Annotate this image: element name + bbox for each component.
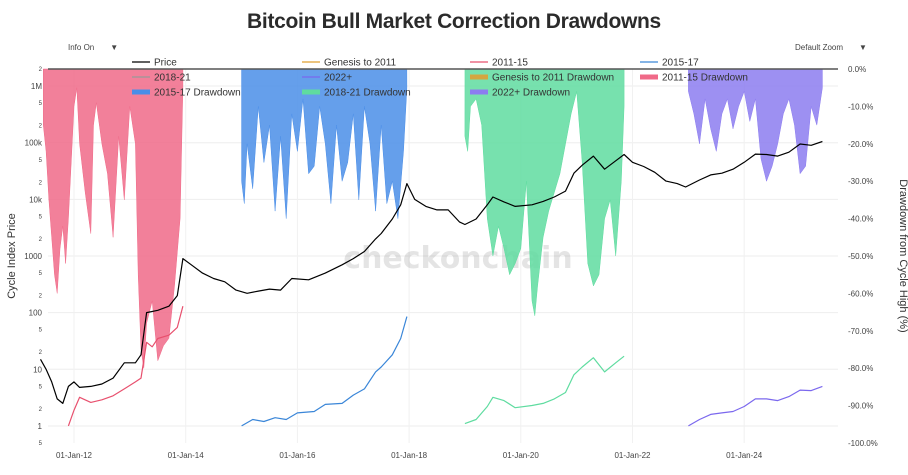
y2-tick-label: -10.0%: [848, 102, 873, 111]
y2-axis-ticks: 0.0% -10.0% -20.0% -30.0% -40.0% -50.0% -60.0%…: [848, 65, 878, 448]
y-minor-tick-label: 2: [39, 294, 43, 300]
legend-item-2018-21-drawdown[interactable]: 2018-21 Drawdown: [302, 88, 411, 99]
y-tick-label: 1000: [24, 252, 42, 261]
legend: Price Genesis to 2011 2011-15 2015-17 2018-2…: [132, 58, 748, 99]
legend-swatch: [302, 89, 320, 95]
y-tick-label: 1: [38, 422, 43, 431]
legend-item-genesis-to-2011-drawdown[interactable]: Genesis to 2011 Drawdown: [470, 73, 614, 84]
x-tick-label: 01-Jan-12: [56, 451, 93, 460]
y2-tick-label: -70.0%: [848, 327, 873, 336]
y2-tick-label: -20.0%: [848, 140, 873, 149]
dropdown-arrow-icon: ▼: [110, 43, 119, 52]
legend-label: 2015-17: [662, 58, 699, 69]
y2-tick-label: -80.0%: [848, 364, 873, 373]
x-tick-label: 01-Jan-16: [279, 451, 316, 460]
legend-label: Price: [154, 58, 177, 69]
x-tick-label: 01-Jan-24: [726, 451, 763, 460]
legend-item-price[interactable]: Price: [132, 58, 177, 69]
y-axis-ticks: 1M 100k 10k 1000 100 10 1 2 5 2 5 2 5 2 5 2 5 2 5 2 5: [24, 67, 43, 447]
price-lines: [39, 140, 823, 427]
drawdown-areas: [43, 68, 823, 369]
x-axis-ticks: 01-Jan-12 01-Jan-14 01-Jan-16 01-Jan-18 01-J…: [56, 451, 763, 460]
legend-label: Genesis to 2011 Drawdown: [492, 73, 614, 84]
drawdown-area-2018-21-drawdown: [464, 68, 625, 316]
series-line-2011-15: [67, 306, 184, 427]
y-tick-label: 1M: [31, 82, 42, 91]
y-minor-tick-label: 5: [39, 214, 43, 220]
y-minor-tick-label: 2: [39, 407, 43, 413]
zoom-menu-label: Default Zoom: [795, 43, 844, 52]
legend-label: 2022+: [324, 73, 352, 84]
y-minor-tick-label: 5: [39, 328, 43, 334]
legend-item-2022-drawdown[interactable]: 2022+ Drawdown: [470, 88, 570, 99]
series-line-2022-: [688, 385, 823, 427]
legend-label: 2011-15 Drawdown: [662, 73, 748, 84]
legend-label: 2018-21: [154, 73, 191, 84]
y-minor-tick-label: 5: [39, 271, 43, 277]
legend-item-2022-[interactable]: 2022+: [302, 73, 352, 84]
y-minor-tick-label: 2: [39, 350, 43, 356]
legend-swatch: [640, 74, 658, 80]
legend-item-2018-21[interactable]: 2018-21: [132, 73, 191, 84]
legend-label: 2022+ Drawdown: [492, 88, 570, 99]
y-minor-tick-label: 5: [39, 384, 43, 390]
y-minor-tick-label: 5: [39, 441, 43, 447]
legend-item-2015-17[interactable]: 2015-17: [640, 58, 699, 69]
x-tick-label: 01-Jan-22: [614, 451, 651, 460]
y2-axis-label: Drawdown from Cycle High (%): [897, 179, 908, 332]
x-tick-label: 01-Jan-14: [168, 451, 205, 460]
legend-label: 2018-21 Drawdown: [324, 88, 411, 99]
y-tick-label: 10k: [29, 195, 43, 204]
drawdown-area-2022-drawdown: [688, 68, 823, 183]
y-minor-tick-label: 2: [39, 237, 43, 243]
info-menu-dropdown[interactable]: Info On ▼: [68, 43, 118, 52]
y-axis-label: Cycle Index Price: [6, 213, 18, 299]
y2-tick-label: -60.0%: [848, 289, 873, 298]
y-minor-tick-label: 2: [39, 67, 43, 73]
legend-label: 2015-17 Drawdown: [154, 88, 241, 99]
dropdown-arrow-icon: ▼: [859, 43, 867, 52]
y-minor-tick-label: 5: [39, 158, 43, 164]
zoom-menu-dropdown[interactable]: Default Zoom ▼: [795, 43, 867, 52]
drawdown-area-2011-15-drawdown: [43, 68, 184, 369]
y-tick-label: 10: [33, 365, 42, 374]
chart-title: Bitcoin Bull Market Correction Drawdowns: [247, 10, 661, 33]
y-minor-tick-label: 5: [39, 101, 43, 107]
legend-item-genesis-to-2011[interactable]: Genesis to 2011: [302, 58, 397, 69]
drawdown-area-2015-17-drawdown: [241, 68, 408, 219]
y2-tick-label: -90.0%: [848, 402, 873, 411]
y2-tick-label: -30.0%: [848, 177, 873, 186]
info-menu-label: Info On: [68, 43, 95, 52]
legend-swatch: [470, 74, 488, 80]
y-minor-tick-label: 2: [39, 180, 43, 186]
x-tick-label: 01-Jan-18: [391, 451, 428, 460]
y2-tick-label: -100.0%: [848, 439, 878, 448]
legend-item-2015-17-drawdown[interactable]: 2015-17 Drawdown: [132, 88, 241, 99]
y2-tick-label: -50.0%: [848, 252, 873, 261]
y-tick-label: 100: [29, 309, 43, 318]
legend-item-2011-15-drawdown[interactable]: 2011-15 Drawdown: [640, 73, 748, 84]
legend-label: 2011-15: [492, 58, 528, 69]
legend-swatch: [470, 89, 488, 95]
series-line-price: [39, 140, 823, 404]
y-tick-label: 100k: [25, 139, 43, 148]
legend-item-2011-15[interactable]: 2011-15: [470, 58, 528, 69]
y-minor-tick-label: 2: [39, 124, 43, 130]
y2-tick-label: -40.0%: [848, 215, 873, 224]
legend-label: Genesis to 2011: [324, 58, 397, 69]
legend-swatch: [132, 89, 150, 95]
x-tick-label: 01-Jan-20: [503, 451, 540, 460]
series-line-2018-21: [464, 355, 625, 425]
y2-tick-label: 0.0%: [848, 65, 866, 74]
series-line-2015-17: [241, 316, 408, 427]
